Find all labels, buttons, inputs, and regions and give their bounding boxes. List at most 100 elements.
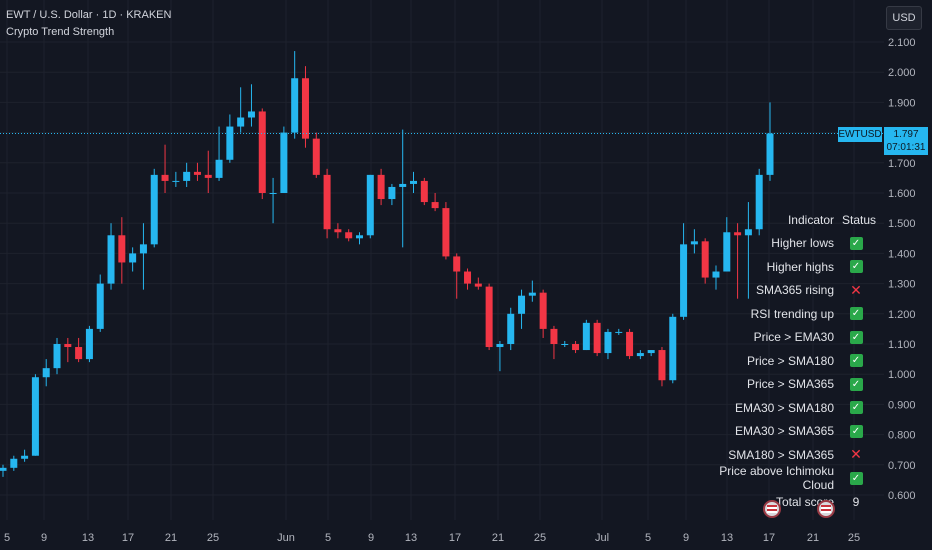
candle[interactable]	[204, 150, 212, 193]
time-tick-label: Jul	[595, 532, 609, 544]
candle[interactable]	[658, 347, 666, 387]
candle[interactable]	[701, 238, 709, 284]
candle-body	[345, 232, 353, 239]
indicator-title[interactable]: Crypto Trend Strength	[6, 26, 115, 38]
candle[interactable]	[431, 193, 439, 212]
candle[interactable]	[150, 168, 158, 248]
time-tick-label: 25	[207, 532, 219, 544]
candle[interactable]	[420, 177, 428, 206]
candle[interactable]	[734, 223, 742, 299]
candle[interactable]	[410, 171, 418, 193]
candle[interactable]	[345, 229, 353, 242]
candle[interactable]	[723, 217, 731, 272]
candle[interactable]	[572, 340, 580, 354]
candle[interactable]	[31, 374, 39, 456]
price-tick-label: 0.600	[888, 490, 916, 502]
candle[interactable]	[377, 168, 385, 206]
candle[interactable]	[0, 464, 7, 477]
candle[interactable]	[550, 325, 558, 360]
candle[interactable]	[680, 223, 688, 320]
status-row: Price above Ichimoku Cloud ✓	[694, 464, 876, 492]
candle[interactable]	[485, 283, 493, 351]
candle[interactable]	[118, 217, 126, 284]
candle[interactable]	[474, 277, 482, 290]
candle[interactable]	[312, 132, 320, 178]
candle[interactable]	[85, 325, 93, 363]
candle[interactable]	[582, 319, 590, 351]
candle[interactable]	[690, 229, 698, 254]
candle-body	[539, 292, 547, 329]
currency-button[interactable]: USD	[886, 6, 922, 30]
candle[interactable]	[388, 183, 396, 206]
candle[interactable]	[172, 171, 180, 187]
candle[interactable]	[561, 340, 569, 348]
candle[interactable]	[669, 313, 677, 384]
candle[interactable]	[604, 328, 612, 360]
time-tick-label: 13	[82, 532, 94, 544]
candle[interactable]	[755, 168, 763, 236]
symbol-title[interactable]: EWT / U.S. Dollar · 1D · KRAKEN	[6, 9, 172, 21]
us-flag-event-icon[interactable]	[817, 500, 835, 518]
candle[interactable]	[442, 202, 450, 260]
candle[interactable]	[42, 359, 50, 387]
candle[interactable]	[464, 268, 472, 290]
candle[interactable]	[21, 449, 29, 462]
candle[interactable]	[96, 274, 104, 332]
candle[interactable]	[301, 66, 309, 148]
candle[interactable]	[496, 340, 504, 372]
candle[interactable]	[258, 108, 266, 200]
cross-icon: ✕	[850, 446, 862, 463]
us-flag-event-icon[interactable]	[763, 500, 781, 518]
candle[interactable]	[291, 51, 299, 139]
candle[interactable]	[161, 144, 169, 193]
total-value: 9	[852, 494, 860, 509]
candle[interactable]	[744, 202, 752, 299]
candle[interactable]	[64, 337, 72, 363]
candle[interactable]	[75, 337, 83, 363]
candle[interactable]	[766, 102, 774, 181]
candle[interactable]	[129, 247, 137, 272]
time-tick-label: 25	[848, 532, 860, 544]
candle[interactable]	[647, 350, 655, 357]
candle[interactable]	[323, 168, 331, 239]
candle[interactable]	[615, 328, 623, 335]
price-tick-label: 1.000	[888, 369, 916, 381]
time-tick-label: Jun	[277, 532, 295, 544]
candle[interactable]	[247, 84, 255, 127]
candle[interactable]	[53, 337, 61, 375]
candle[interactable]	[226, 114, 234, 163]
candle[interactable]	[355, 232, 363, 245]
candle[interactable]	[399, 129, 407, 248]
candle[interactable]	[269, 177, 277, 224]
candle[interactable]	[107, 223, 115, 290]
candle[interactable]	[193, 162, 201, 181]
last-price-value: 1.797	[893, 129, 919, 140]
candle[interactable]	[215, 126, 223, 181]
candle[interactable]	[10, 455, 18, 471]
candle[interactable]	[139, 223, 147, 290]
candle[interactable]	[453, 253, 461, 299]
candle-body	[215, 159, 223, 178]
candle[interactable]	[334, 223, 342, 239]
candle-body	[669, 316, 677, 381]
candle[interactable]	[280, 126, 288, 193]
candle-body	[129, 253, 137, 263]
candle[interactable]	[366, 174, 374, 239]
candle[interactable]	[183, 162, 191, 187]
time-tick-label: 25	[534, 532, 546, 544]
candle[interactable]	[593, 319, 601, 357]
candle-body	[53, 344, 61, 369]
candle[interactable]	[539, 289, 547, 338]
candle[interactable]	[528, 280, 536, 302]
candle-body	[193, 171, 201, 175]
candle[interactable]	[712, 265, 720, 290]
price-tick-label: 0.900	[888, 399, 916, 411]
candle[interactable]	[636, 350, 644, 360]
candle[interactable]	[626, 328, 634, 360]
candle[interactable]	[518, 289, 526, 329]
candle[interactable]	[237, 87, 245, 133]
status-row: Price > EMA30 ✓	[694, 326, 876, 350]
candle[interactable]	[507, 307, 515, 351]
price-tick-label: 1.200	[888, 309, 916, 321]
